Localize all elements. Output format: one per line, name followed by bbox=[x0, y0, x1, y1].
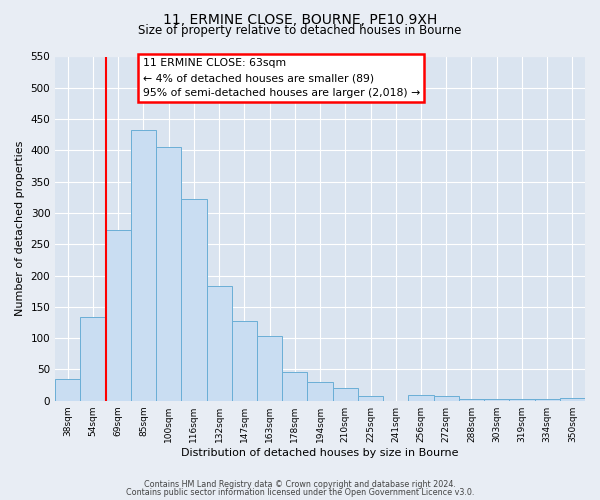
Bar bbox=[332, 388, 358, 400]
Bar bbox=[560, 398, 585, 400]
Bar bbox=[509, 399, 535, 400]
Bar bbox=[106, 230, 131, 400]
Bar bbox=[459, 399, 484, 400]
Text: 11, ERMINE CLOSE, BOURNE, PE10 9XH: 11, ERMINE CLOSE, BOURNE, PE10 9XH bbox=[163, 12, 437, 26]
Bar bbox=[232, 321, 257, 400]
Bar bbox=[80, 318, 106, 400]
Bar bbox=[434, 396, 459, 400]
Bar bbox=[484, 399, 509, 400]
Bar bbox=[282, 372, 307, 400]
Bar bbox=[206, 286, 232, 401]
Text: Contains HM Land Registry data © Crown copyright and database right 2024.: Contains HM Land Registry data © Crown c… bbox=[144, 480, 456, 489]
X-axis label: Distribution of detached houses by size in Bourne: Distribution of detached houses by size … bbox=[181, 448, 459, 458]
Bar bbox=[156, 147, 181, 401]
Text: 11 ERMINE CLOSE: 63sqm
← 4% of detached houses are smaller (89)
95% of semi-deta: 11 ERMINE CLOSE: 63sqm ← 4% of detached … bbox=[143, 58, 420, 98]
Bar bbox=[257, 336, 282, 400]
Text: Contains public sector information licensed under the Open Government Licence v3: Contains public sector information licen… bbox=[126, 488, 474, 497]
Bar bbox=[409, 395, 434, 400]
Bar bbox=[358, 396, 383, 400]
Bar bbox=[131, 130, 156, 400]
Bar bbox=[535, 399, 560, 400]
Bar bbox=[181, 199, 206, 400]
Text: Size of property relative to detached houses in Bourne: Size of property relative to detached ho… bbox=[139, 24, 461, 37]
Bar bbox=[55, 379, 80, 400]
Y-axis label: Number of detached properties: Number of detached properties bbox=[15, 141, 25, 316]
Bar bbox=[307, 382, 332, 400]
